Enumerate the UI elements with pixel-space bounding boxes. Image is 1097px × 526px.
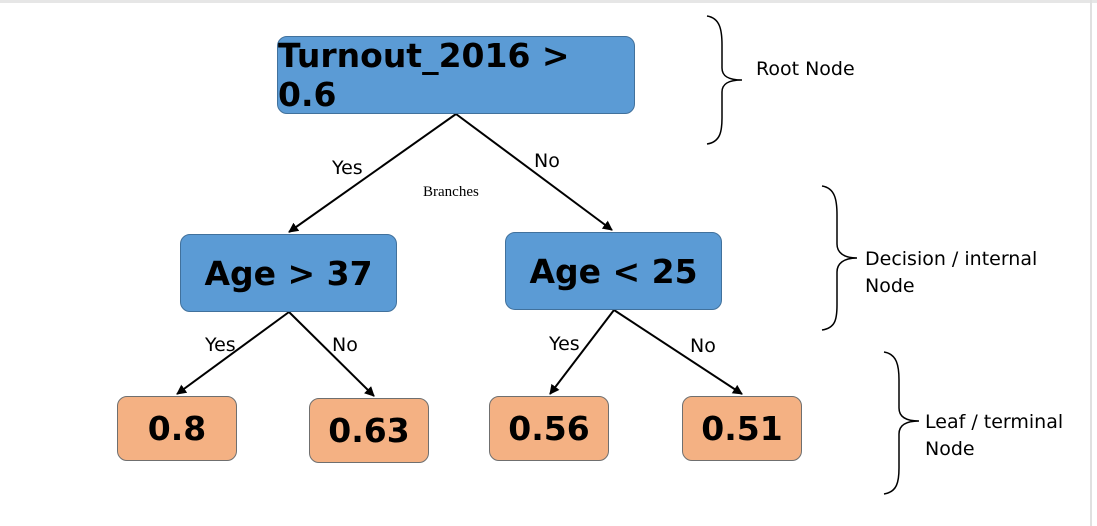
edge-age2-right bbox=[613, 309, 743, 395]
edge-age1-right bbox=[288, 311, 375, 397]
edge-label-root-yes: Yes bbox=[332, 157, 363, 179]
leaf-node-4: 0.51 bbox=[682, 396, 802, 461]
top-border bbox=[0, 0, 1097, 3]
root-node: Turnout_2016 > 0.6 bbox=[277, 36, 635, 114]
brace-root bbox=[706, 15, 743, 145]
edge-label-age1-yes: Yes bbox=[205, 334, 236, 356]
internal-node-annotation: Decision / internal Node bbox=[865, 246, 1037, 300]
edge-root-right bbox=[455, 113, 613, 231]
edge-label-age2-yes: Yes bbox=[549, 333, 580, 355]
edge-label-age1-no: No bbox=[332, 334, 358, 356]
leaf-node-1: 0.8 bbox=[117, 396, 237, 461]
edge-root-left bbox=[288, 113, 457, 233]
leaf-annotation-line2: Node bbox=[925, 438, 975, 460]
edge-label-root-no: No bbox=[534, 150, 560, 172]
internal-annotation-line2: Node bbox=[865, 275, 915, 297]
internal-annotation-line1: Decision / internal bbox=[865, 248, 1038, 270]
brace-internal bbox=[821, 185, 858, 331]
internal-node-age-gt-37: Age > 37 bbox=[180, 234, 397, 312]
leaf-node-2: 0.63 bbox=[309, 398, 429, 463]
root-node-annotation: Root Node bbox=[756, 58, 855, 80]
leaf-node-3: 0.56 bbox=[489, 396, 609, 461]
internal-node-age-lt-25: Age < 25 bbox=[505, 232, 722, 310]
edge-age1-left bbox=[176, 311, 290, 395]
right-border bbox=[1090, 0, 1092, 526]
leaf-annotation-line1: Leaf / terminal bbox=[925, 411, 1064, 433]
leaf-node-annotation: Leaf / terminal Node bbox=[925, 409, 1063, 463]
edge-age2-left bbox=[549, 309, 615, 395]
branches-label: Branches bbox=[423, 184, 479, 200]
brace-leaf bbox=[883, 351, 920, 495]
edge-label-age2-no: No bbox=[690, 335, 716, 357]
